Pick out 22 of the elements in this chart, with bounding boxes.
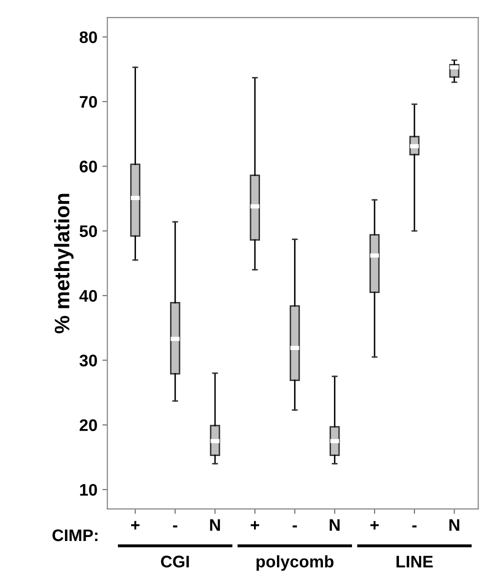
x-tick-label: +: [370, 520, 379, 530]
y-tick-label: 50: [80, 225, 97, 238]
x-tick-label: N: [210, 519, 220, 531]
x-tick-label: +: [131, 520, 140, 530]
x-tick-label: N: [330, 519, 340, 531]
x-tick-label: -: [173, 525, 178, 528]
y-tick-label: 40: [79, 290, 97, 302]
x-tick-label: N: [449, 519, 460, 531]
text: CGI: [161, 556, 189, 568]
x-tick-label: +: [250, 520, 260, 530]
x-tick-label: -: [292, 525, 297, 528]
y-tick-label: 60: [80, 160, 97, 172]
y-tick-label: 20: [80, 419, 97, 432]
y-tick-label: 10: [80, 484, 97, 496]
text: LINE: [396, 556, 433, 568]
y-axis-title: % methylation: [54, 194, 74, 334]
x-tick-label: -: [412, 525, 417, 528]
text: polycomb: [256, 555, 334, 571]
y-tick-label: 70: [80, 96, 97, 108]
y-tick-label: 80: [80, 31, 97, 44]
y-tick-label: 30: [79, 354, 97, 366]
text: CIMP:: [52, 529, 98, 542]
